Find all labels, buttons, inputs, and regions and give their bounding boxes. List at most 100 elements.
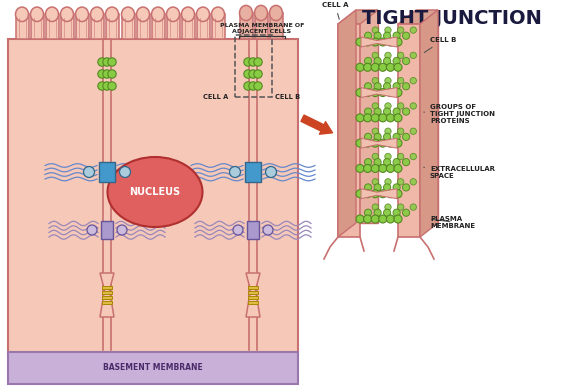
Circle shape	[403, 108, 410, 115]
Circle shape	[103, 82, 111, 90]
Circle shape	[385, 128, 391, 134]
Circle shape	[386, 89, 395, 96]
Circle shape	[410, 52, 416, 58]
Polygon shape	[361, 87, 397, 98]
Circle shape	[254, 82, 262, 90]
FancyArrowPatch shape	[301, 115, 332, 134]
Circle shape	[394, 139, 402, 147]
Circle shape	[385, 27, 391, 33]
Polygon shape	[361, 189, 397, 199]
Circle shape	[410, 128, 416, 134]
Circle shape	[397, 179, 404, 185]
Circle shape	[356, 139, 364, 147]
Circle shape	[403, 158, 410, 166]
Circle shape	[385, 153, 391, 160]
Circle shape	[393, 83, 400, 90]
Text: CELL A: CELL A	[203, 94, 228, 100]
Polygon shape	[338, 10, 378, 24]
Circle shape	[379, 215, 387, 223]
Polygon shape	[398, 10, 438, 24]
Circle shape	[371, 63, 379, 71]
Bar	[248, 285, 258, 289]
Bar	[8, 352, 298, 384]
Circle shape	[371, 89, 379, 96]
Circle shape	[397, 103, 404, 109]
Circle shape	[410, 153, 416, 160]
Circle shape	[386, 215, 395, 223]
Circle shape	[393, 133, 400, 140]
Text: CELL B: CELL B	[275, 94, 300, 100]
Circle shape	[384, 108, 391, 115]
FancyBboxPatch shape	[166, 14, 180, 39]
Circle shape	[386, 38, 395, 46]
Circle shape	[266, 167, 276, 178]
Circle shape	[356, 190, 364, 198]
Circle shape	[244, 70, 252, 78]
Circle shape	[397, 128, 404, 134]
Circle shape	[356, 38, 364, 46]
Circle shape	[393, 32, 400, 39]
Circle shape	[397, 153, 404, 160]
Circle shape	[384, 184, 391, 191]
Circle shape	[384, 158, 391, 166]
Circle shape	[384, 83, 391, 90]
Circle shape	[363, 190, 372, 198]
Circle shape	[103, 70, 111, 78]
Circle shape	[385, 179, 391, 185]
Circle shape	[379, 63, 387, 71]
Ellipse shape	[75, 7, 89, 22]
Ellipse shape	[240, 5, 252, 21]
Circle shape	[233, 225, 243, 235]
Circle shape	[384, 57, 391, 65]
Bar	[101, 221, 113, 239]
Circle shape	[374, 32, 381, 39]
Circle shape	[371, 215, 379, 223]
Circle shape	[386, 139, 395, 147]
Circle shape	[394, 114, 402, 122]
Circle shape	[397, 204, 404, 210]
Circle shape	[397, 52, 404, 58]
FancyBboxPatch shape	[46, 14, 59, 39]
Circle shape	[254, 70, 262, 78]
Circle shape	[403, 209, 410, 216]
FancyBboxPatch shape	[60, 14, 74, 39]
FancyBboxPatch shape	[270, 13, 282, 39]
Circle shape	[385, 103, 391, 109]
Circle shape	[385, 204, 391, 210]
Circle shape	[386, 63, 395, 71]
Circle shape	[356, 114, 364, 122]
Circle shape	[363, 63, 372, 71]
Bar	[102, 296, 112, 298]
Polygon shape	[356, 10, 378, 223]
Circle shape	[374, 209, 381, 216]
Circle shape	[229, 167, 241, 178]
Polygon shape	[398, 24, 420, 237]
Circle shape	[385, 78, 391, 84]
Ellipse shape	[31, 7, 44, 22]
FancyBboxPatch shape	[90, 14, 104, 39]
Circle shape	[410, 27, 416, 33]
Circle shape	[254, 58, 262, 66]
Circle shape	[365, 108, 372, 115]
Circle shape	[403, 133, 410, 140]
Ellipse shape	[105, 7, 119, 22]
Circle shape	[356, 215, 364, 223]
Polygon shape	[246, 273, 260, 317]
Circle shape	[371, 38, 379, 46]
Ellipse shape	[196, 7, 210, 22]
Circle shape	[363, 114, 372, 122]
Circle shape	[403, 83, 410, 90]
Circle shape	[397, 78, 404, 84]
Circle shape	[98, 70, 106, 78]
Circle shape	[384, 133, 391, 140]
Circle shape	[249, 70, 257, 78]
Circle shape	[365, 32, 372, 39]
Bar	[102, 285, 112, 289]
Circle shape	[244, 58, 252, 66]
Circle shape	[403, 184, 410, 191]
FancyBboxPatch shape	[255, 13, 267, 39]
Text: CELL B: CELL B	[425, 37, 456, 53]
Circle shape	[386, 164, 395, 172]
Ellipse shape	[108, 157, 203, 227]
Circle shape	[394, 63, 402, 71]
